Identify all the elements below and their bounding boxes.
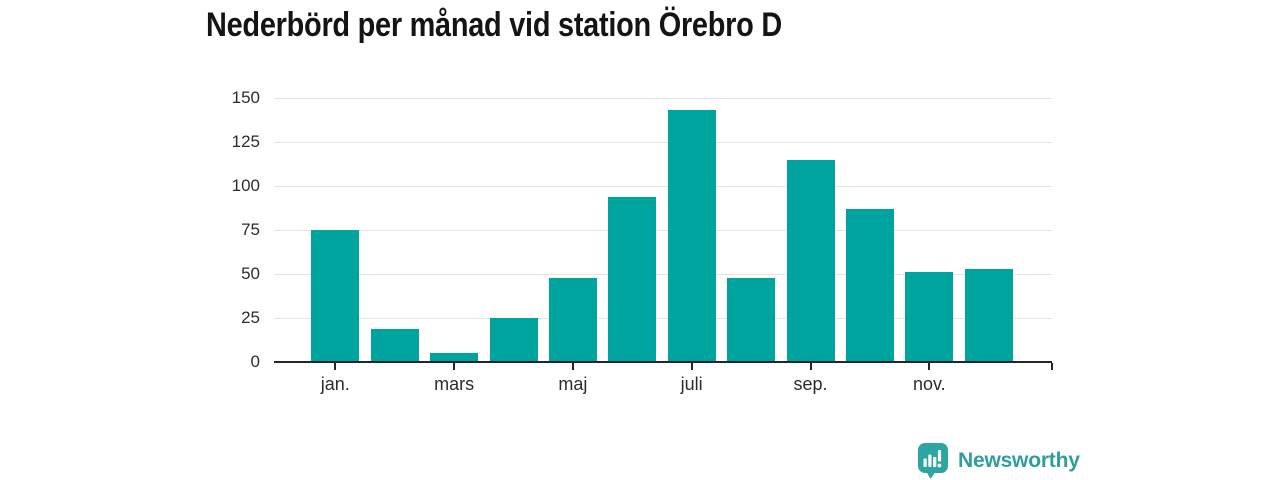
y-tick-label-125: 125: [231, 132, 260, 151]
x-tick-label-maj: maj: [558, 374, 588, 394]
gridline-y-50: [274, 273, 1052, 275]
x-tick-mark-nov: [928, 363, 931, 370]
y-tick-label-150: 150: [231, 88, 260, 107]
bar-maj: [548, 277, 597, 362]
bar-okt: [845, 208, 894, 362]
x-tick-mark-jan: [334, 363, 337, 370]
x-tick-label-jan: jan.: [320, 374, 350, 394]
x-tick-label-sep: sep.: [793, 374, 828, 394]
y-tick-label-50: 50: [241, 264, 260, 283]
gridline-y-150: [274, 97, 1052, 99]
plot-area: [274, 97, 1053, 370]
bar-sep: [786, 159, 835, 362]
y-tick-label-75: 75: [241, 220, 260, 239]
y-tick-label-100: 100: [231, 176, 260, 195]
bar-feb: [370, 328, 419, 362]
bar-juni: [608, 196, 657, 362]
x-tick-mark-mars: [453, 363, 456, 370]
bar-nov: [905, 272, 954, 362]
x-axis-line: [274, 361, 1052, 363]
x-tick-label-nov: nov.: [912, 374, 946, 394]
bar-apr: [489, 318, 538, 362]
x-tick-mark-juli: [690, 363, 693, 370]
bar-aug: [727, 277, 776, 362]
bar-juli: [667, 110, 716, 362]
x-tick-mark-sep: [809, 363, 812, 370]
x-tick-label-juli: juli: [680, 374, 703, 394]
gridline-y-100: [274, 185, 1052, 187]
newsworthy-icon: [918, 443, 948, 479]
bar-dec: [964, 268, 1013, 362]
y-tick-label-25: 25: [241, 308, 260, 327]
bar-mars: [430, 353, 479, 362]
gridline-y-125: [274, 141, 1052, 143]
x-tick-mark-maj: [571, 363, 574, 370]
chart-title: Nederbörd per månad vid station Örebro D: [206, 6, 782, 44]
y-tick-label-0: 0: [250, 352, 260, 371]
gridline-y-75: [274, 229, 1052, 231]
x-axis-end-tick: [1051, 363, 1053, 370]
newsworthy-logo[interactable]: Newsworthy: [916, 441, 1080, 480]
x-tick-label-mars: mars: [434, 374, 475, 394]
gridline-y-25: [274, 317, 1052, 319]
bar-jan: [311, 230, 360, 362]
newsworthy-wordmark: Newsworthy: [958, 448, 1080, 472]
